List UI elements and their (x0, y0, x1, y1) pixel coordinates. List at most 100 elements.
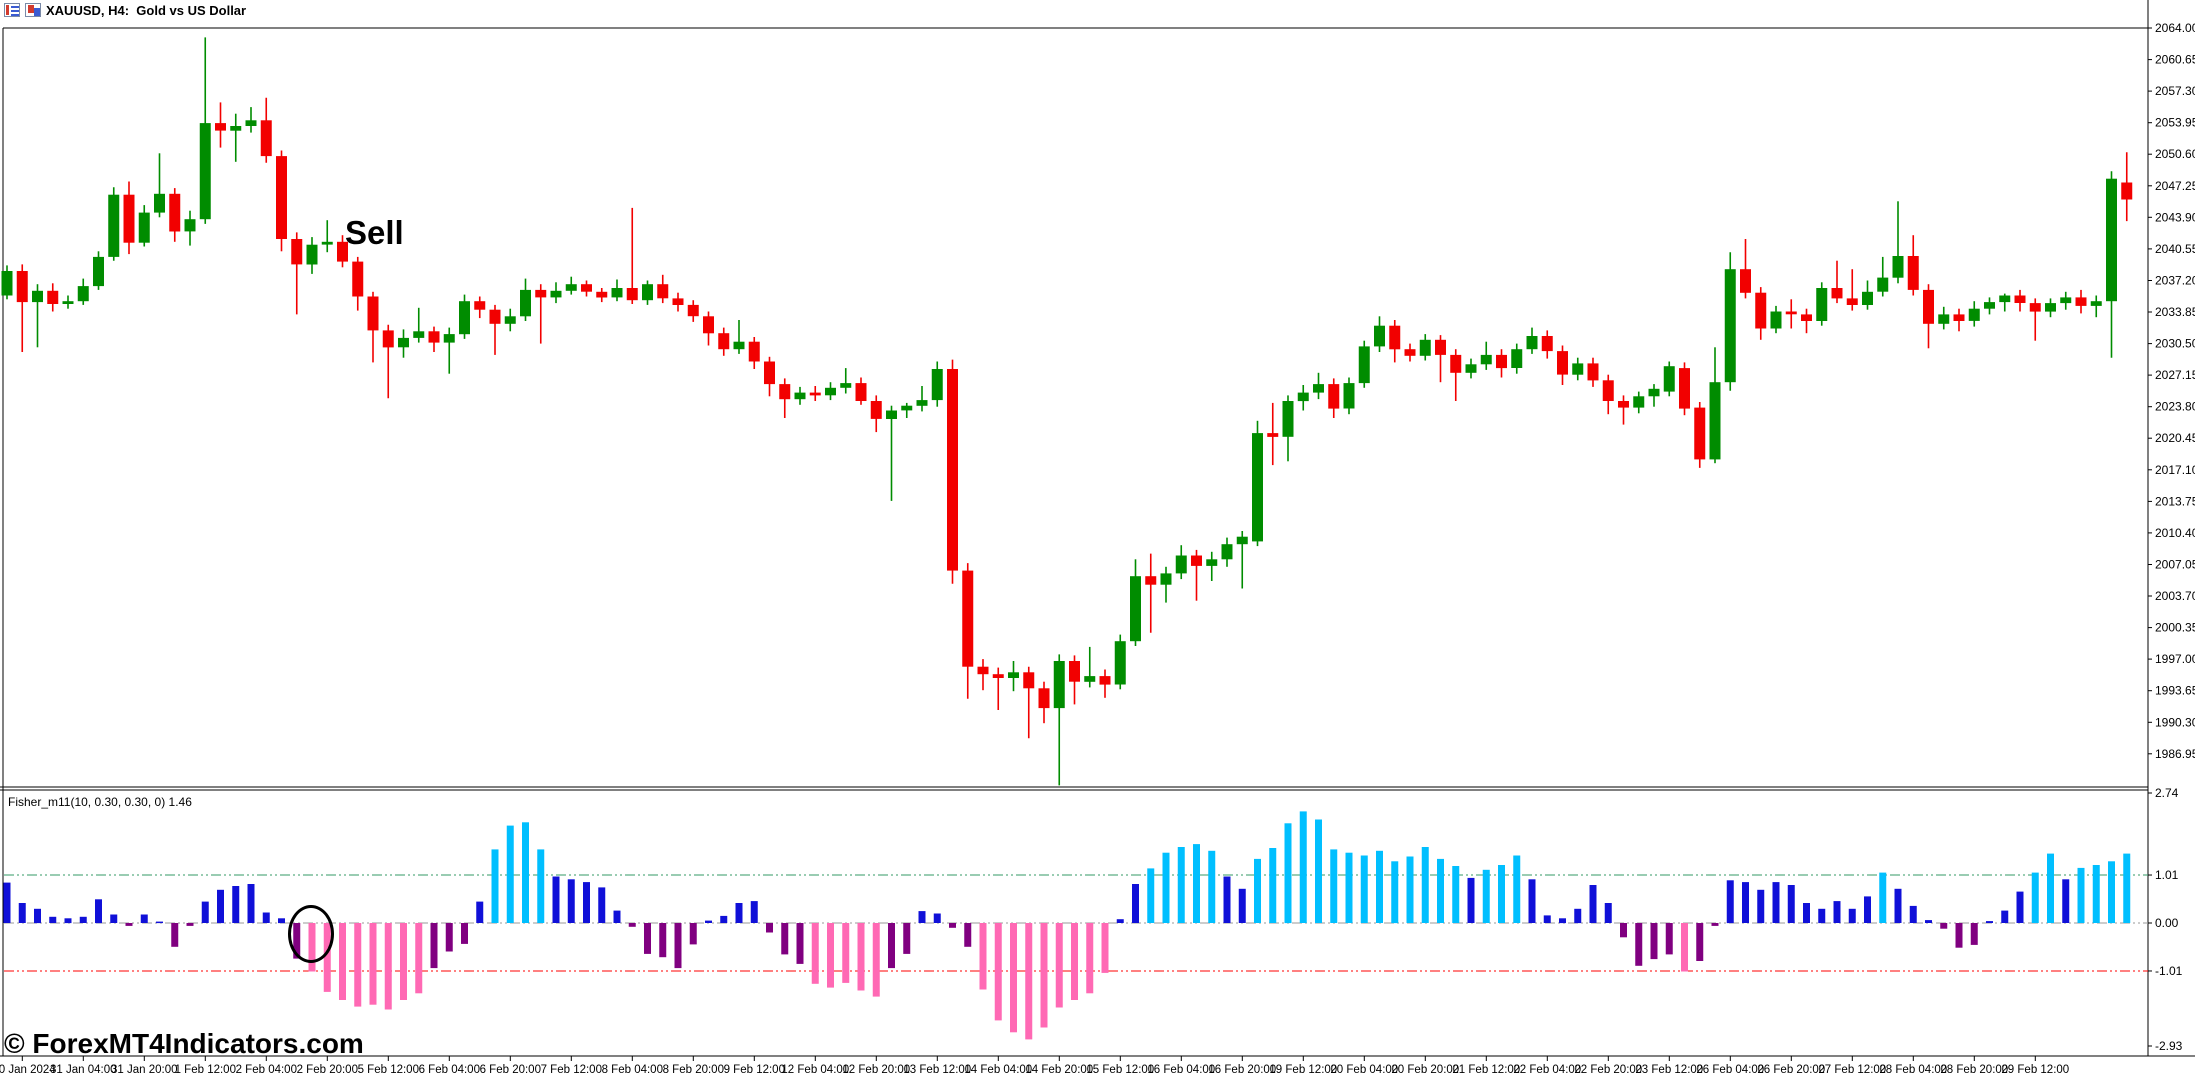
fisher-bar (262, 912, 270, 923)
fisher-bar (2108, 861, 2115, 924)
candle-body (1846, 298, 1858, 305)
candle-body (1236, 536, 1248, 545)
fisher-bar (1071, 923, 1078, 1000)
candle-body (1053, 661, 1065, 709)
price-tick-label: 2017.10 (2155, 463, 2195, 477)
fisher-bar (1574, 908, 1582, 924)
fisher-bar (2062, 879, 2070, 923)
candle-body (123, 194, 135, 243)
fisher-bar (1513, 855, 1521, 923)
candle-body (870, 401, 882, 419)
time-tick-label: 12 Feb 20:00 (842, 1064, 910, 1076)
candle-body (626, 288, 638, 301)
price-tick-label: 2033.85 (2155, 305, 2195, 319)
candle-body (1877, 277, 1889, 292)
fisher-bar (552, 876, 560, 923)
candle-body (1, 271, 13, 296)
candle-body (1465, 364, 1477, 373)
fisher-bar (1757, 889, 1765, 924)
candle-body (1008, 672, 1019, 678)
candle-body (1191, 555, 1202, 566)
fisher-bar (1437, 858, 1444, 923)
fisher-bar (2031, 872, 2039, 923)
fisher-bar (430, 923, 438, 969)
fisher-bar (1055, 923, 1063, 1008)
fisher-bar (1970, 923, 1978, 945)
candle-body (291, 239, 303, 265)
fisher-bar (34, 908, 41, 924)
candle-body (1694, 407, 1706, 460)
candle-body (1099, 676, 1111, 685)
candle-body (413, 331, 425, 338)
fisher-bar (628, 923, 636, 927)
fisher-scale[interactable]: 2.74 1.01 0.00 -1.01 -2.93 (2148, 786, 2183, 1053)
fisher-bar (95, 899, 102, 924)
candle-body (184, 219, 196, 232)
candle-body (1938, 314, 1950, 324)
fisher-bar (156, 921, 163, 924)
candle-body (642, 284, 653, 301)
fisher-bar (1955, 923, 1963, 948)
candle-body (657, 284, 669, 299)
candle-body (1435, 339, 1446, 355)
price-tick-label: 2023.80 (2155, 400, 2195, 414)
candle-body (718, 333, 730, 350)
fisher-bar (354, 923, 362, 1007)
candle-body (1160, 573, 1172, 585)
candle-body (733, 341, 745, 350)
candle-body (169, 193, 181, 232)
price-tick-label: 1997.00 (2155, 652, 2195, 666)
candle-body (977, 666, 989, 675)
fisher-bar (811, 923, 819, 984)
fisher-bar (1909, 905, 1917, 923)
candle-body (154, 193, 165, 213)
fisher-bar (1559, 918, 1566, 924)
candle-body (459, 301, 470, 335)
candle-body (840, 383, 852, 388)
fisher-bar (1254, 858, 1261, 923)
fisher-bar (217, 889, 224, 924)
fisher-bar (1467, 877, 1475, 923)
candle-body (1526, 336, 1538, 350)
fisher-bar (461, 923, 468, 944)
fisher-bar (1406, 856, 1414, 923)
price-tick-label: 2003.70 (2155, 589, 2195, 603)
price-axis[interactable]: 2064.00 2060.65 2057.30 2053.95 2050.60 2047.… (2148, 21, 2195, 761)
time-tick-label: 20 Feb 04:00 (1330, 1064, 1398, 1076)
fisher-bar (232, 886, 240, 923)
candle-body (1297, 392, 1309, 402)
fisher-bar (1986, 921, 1993, 923)
candle-body (1252, 433, 1263, 542)
candle-body (77, 286, 89, 302)
candle-body (47, 290, 59, 304)
candle-body (474, 301, 486, 310)
fisher-bar (1787, 885, 1795, 923)
candle-body (825, 387, 836, 396)
candle-body (245, 120, 257, 126)
candle-body (2090, 301, 2102, 306)
price-tick-label: 2020.45 (2155, 431, 2195, 445)
fisher-bar (18, 903, 26, 923)
time-tick-label: 12 Feb 04:00 (781, 1064, 849, 1076)
candle-body (1145, 576, 1157, 585)
price-tick-label: 2040.55 (2155, 242, 2195, 256)
candle-body (2075, 297, 2087, 306)
time-tick-label: 16 Feb 04:00 (1147, 1064, 1215, 1076)
fisher-bar (140, 914, 148, 923)
candle-body (2014, 295, 2026, 303)
candle-body (1404, 349, 1416, 356)
candle-body (1709, 382, 1721, 460)
time-tick-label: 14 Feb 20:00 (1025, 1064, 1093, 1076)
fisher-bar (1101, 923, 1109, 973)
candle-body (215, 123, 226, 131)
candle-body (1541, 336, 1553, 352)
price-tick-label: 2053.95 (2155, 116, 2195, 130)
candle-body (428, 331, 440, 343)
time-tick-label: 6 Feb 20:00 (480, 1064, 541, 1076)
time-tick-label: 27 Feb 12:00 (1818, 1064, 1886, 1076)
fisher-bar (1345, 852, 1353, 923)
fisher-bar (1452, 866, 1460, 923)
candle-body (1663, 366, 1675, 392)
